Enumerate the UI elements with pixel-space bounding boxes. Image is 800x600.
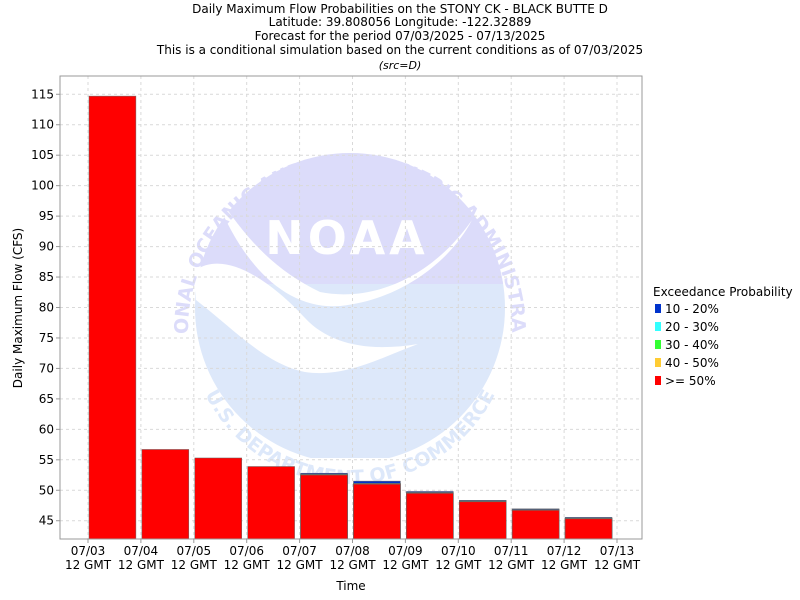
y-tick-label: 95	[39, 209, 54, 223]
y-tick-label: 55	[39, 453, 54, 467]
x-tick-time-label: 12 GMT	[541, 558, 588, 572]
x-tick-date-label: 07/03	[71, 544, 106, 558]
legend-swatch	[655, 340, 661, 349]
x-tick-time-label: 12 GMT	[171, 558, 218, 572]
chart-title: Daily Maximum Flow Probabilities on the …	[156, 2, 643, 72]
bar-segment	[353, 483, 401, 540]
bar-segment	[459, 501, 507, 540]
chart-subtitle: (src=D)	[379, 59, 422, 72]
y-tick-label: 80	[39, 301, 54, 315]
x-tick-time-label: 12 GMT	[277, 558, 324, 572]
bar-segment	[406, 493, 454, 540]
y-tick-label: 105	[31, 148, 54, 162]
y-tick-label: 85	[39, 270, 54, 284]
legend-item-label: >= 50%	[665, 374, 716, 388]
y-tick-label: 100	[31, 179, 54, 193]
x-tick-date-label: 07/11	[494, 544, 529, 558]
legend-swatch	[655, 358, 661, 367]
bar-segment	[300, 474, 348, 540]
x-tick-date-label: 07/08	[335, 544, 370, 558]
x-tick-date-label: 07/06	[229, 544, 264, 558]
legend-item-label: 20 - 30%	[665, 320, 719, 334]
bar-segment	[247, 466, 295, 540]
x-tick-time-label: 12 GMT	[382, 558, 429, 572]
y-axis-label: Daily Maximum Flow (CFS)	[11, 228, 25, 388]
y-tick-label: 60	[39, 422, 54, 436]
x-tick-date-label: 07/12	[547, 544, 582, 558]
x-tick-date-label: 07/07	[282, 544, 317, 558]
x-tick-time-label: 12 GMT	[118, 558, 165, 572]
legend-swatch	[655, 304, 661, 313]
legend-item-label: 10 - 20%	[665, 302, 719, 316]
bar-group	[406, 491, 454, 540]
y-tick-label: 50	[39, 483, 54, 497]
x-tick-time-label: 12 GMT	[329, 558, 376, 572]
x-tick-time-label: 12 GMT	[435, 558, 482, 572]
legend-item-label: 40 - 50%	[665, 356, 719, 370]
bar-group	[564, 517, 613, 540]
y-tick-label: 110	[31, 118, 54, 132]
title-line-4: This is a conditional simulation based o…	[156, 43, 643, 57]
y-tick-label: 70	[39, 361, 54, 375]
bar-group	[300, 472, 348, 540]
x-tick-date-label: 07/09	[388, 544, 423, 558]
title-line-3: Forecast for the period 07/03/2025 - 07/…	[255, 29, 546, 43]
x-tick-date-label: 07/13	[600, 544, 635, 558]
bar-segment	[141, 449, 190, 540]
legend-swatch	[655, 376, 661, 385]
x-tick-time-label: 12 GMT	[65, 558, 112, 572]
bar-group	[511, 508, 560, 540]
bar-group	[88, 95, 137, 540]
bar-group	[247, 466, 295, 540]
legend: Exceedance Probability 10 - 20% 20 - 30% 3…	[653, 285, 793, 388]
x-tick-time-label: 12 GMT	[488, 558, 535, 572]
x-tick-time-label: 12 GMT	[594, 558, 641, 572]
y-tick-label: 75	[39, 331, 54, 345]
legend-title: Exceedance Probability	[653, 285, 793, 299]
bar-group	[459, 500, 507, 540]
bar-segment	[88, 95, 137, 540]
y-axis: 45 50 55 60 65 70 75 80 85 90 95 100 105 110 115	[31, 87, 60, 528]
bar-segment	[564, 518, 613, 540]
legend-item-label: 30 - 40%	[665, 338, 719, 352]
bar-segment	[511, 510, 560, 540]
x-tick-date-label: 07/04	[124, 544, 159, 558]
x-tick-date-label: 07/10	[441, 544, 476, 558]
x-axis-label: Time	[335, 579, 365, 593]
bar-group	[141, 449, 190, 540]
bar-group	[353, 480, 401, 540]
bar-group	[194, 457, 242, 540]
title-line-1: Daily Maximum Flow Probabilities on the …	[192, 2, 608, 16]
y-tick-label: 115	[31, 87, 54, 101]
y-tick-label: 65	[39, 392, 54, 406]
y-tick-label: 90	[39, 240, 54, 254]
title-line-2: Latitude: 39.808056 Longitude: -122.3288…	[269, 15, 532, 29]
y-tick-label: 45	[39, 514, 54, 528]
bar-segment	[194, 457, 242, 540]
legend-swatch	[655, 322, 661, 331]
x-tick-time-label: 12 GMT	[224, 558, 271, 572]
noaa-logo-text: NOAA	[265, 211, 429, 265]
x-tick-date-label: 07/05	[177, 544, 212, 558]
